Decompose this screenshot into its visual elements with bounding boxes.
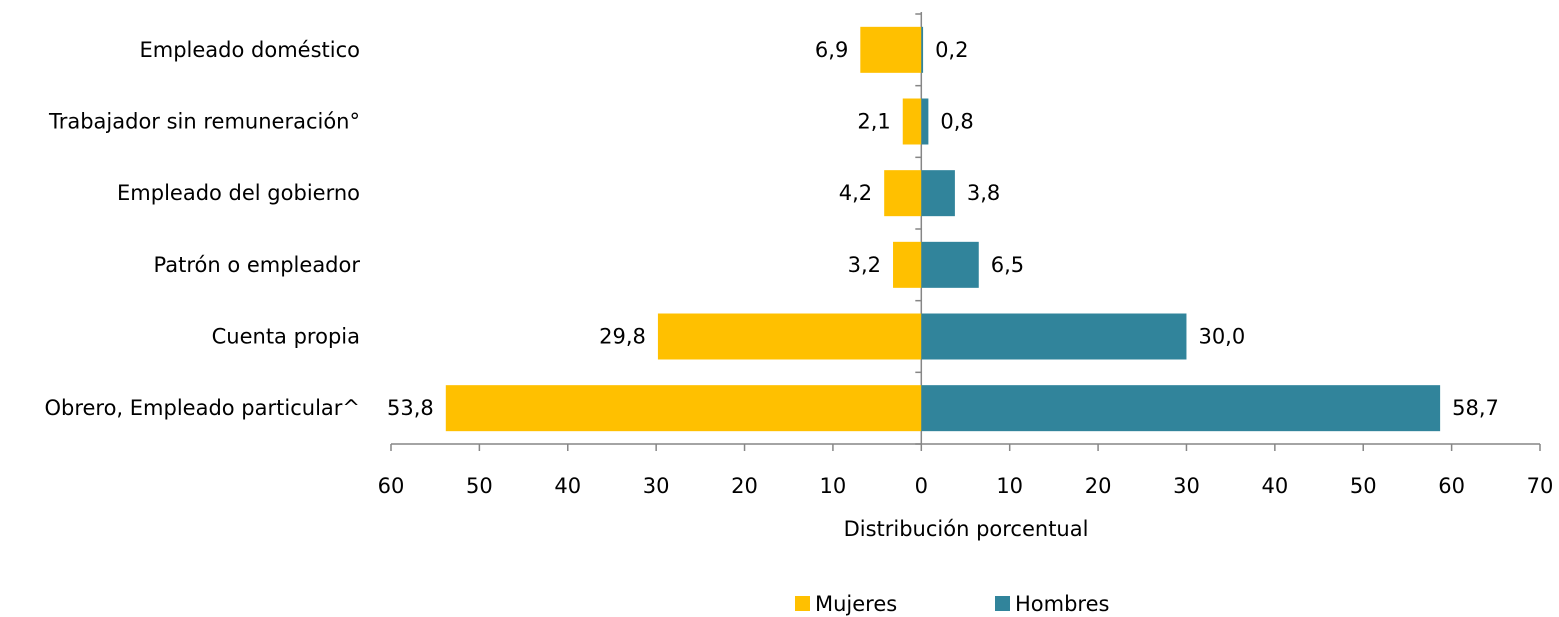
category-label: Cuenta propia <box>212 325 360 349</box>
data-label: 29,8 <box>599 325 646 349</box>
data-label: 58,7 <box>1452 396 1499 420</box>
bar <box>921 313 1187 360</box>
x-tick-label: 10 <box>996 474 1023 498</box>
x-tick-label: 60 <box>1438 474 1465 498</box>
bar <box>921 170 955 217</box>
bar <box>921 385 1441 432</box>
x-tick-label: 40 <box>554 474 581 498</box>
data-label: 0,2 <box>935 38 968 62</box>
x-axis-title: Distribución porcentual <box>844 517 1089 541</box>
bar <box>902 98 922 145</box>
x-tick-label: 0 <box>915 474 928 498</box>
bar <box>921 98 929 145</box>
data-label: 3,2 <box>848 253 881 277</box>
bar <box>921 26 924 73</box>
bar <box>921 241 979 288</box>
data-label: 6,5 <box>991 253 1024 277</box>
bar <box>860 26 922 73</box>
data-label: 53,8 <box>387 396 434 420</box>
x-tick-label: 40 <box>1261 474 1288 498</box>
bar <box>657 313 922 360</box>
bar <box>884 170 922 217</box>
bar <box>445 385 922 432</box>
x-tick-label: 20 <box>1085 474 1112 498</box>
category-label: Empleado doméstico <box>140 38 361 62</box>
legend-swatch <box>995 596 1010 611</box>
category-label: Obrero, Empleado particular^ <box>44 396 360 420</box>
legend-label: Hombres <box>1015 592 1109 616</box>
data-label: 0,8 <box>940 110 973 134</box>
data-label: 3,8 <box>967 181 1000 205</box>
category-label: Empleado del gobierno <box>117 181 360 205</box>
x-tick-label: 30 <box>643 474 670 498</box>
category-label: Trabajador sin remuneración° <box>48 110 360 134</box>
legend-label: Mujeres <box>815 592 897 616</box>
category-label: Patrón o empleador <box>154 253 361 277</box>
x-tick-label: 70 <box>1527 474 1554 498</box>
data-label: 2,1 <box>857 110 890 134</box>
data-label: 6,9 <box>815 38 848 62</box>
x-tick-label: 10 <box>820 474 847 498</box>
x-tick-label: 20 <box>731 474 758 498</box>
x-tick-label: 30 <box>1173 474 1200 498</box>
bar <box>893 241 922 288</box>
data-label: 30,0 <box>1198 325 1245 349</box>
legend-swatch <box>795 596 810 611</box>
x-tick-label: 50 <box>1350 474 1377 498</box>
data-label: 4,2 <box>839 181 872 205</box>
x-tick-label: 60 <box>378 474 405 498</box>
x-tick-label: 50 <box>466 474 493 498</box>
